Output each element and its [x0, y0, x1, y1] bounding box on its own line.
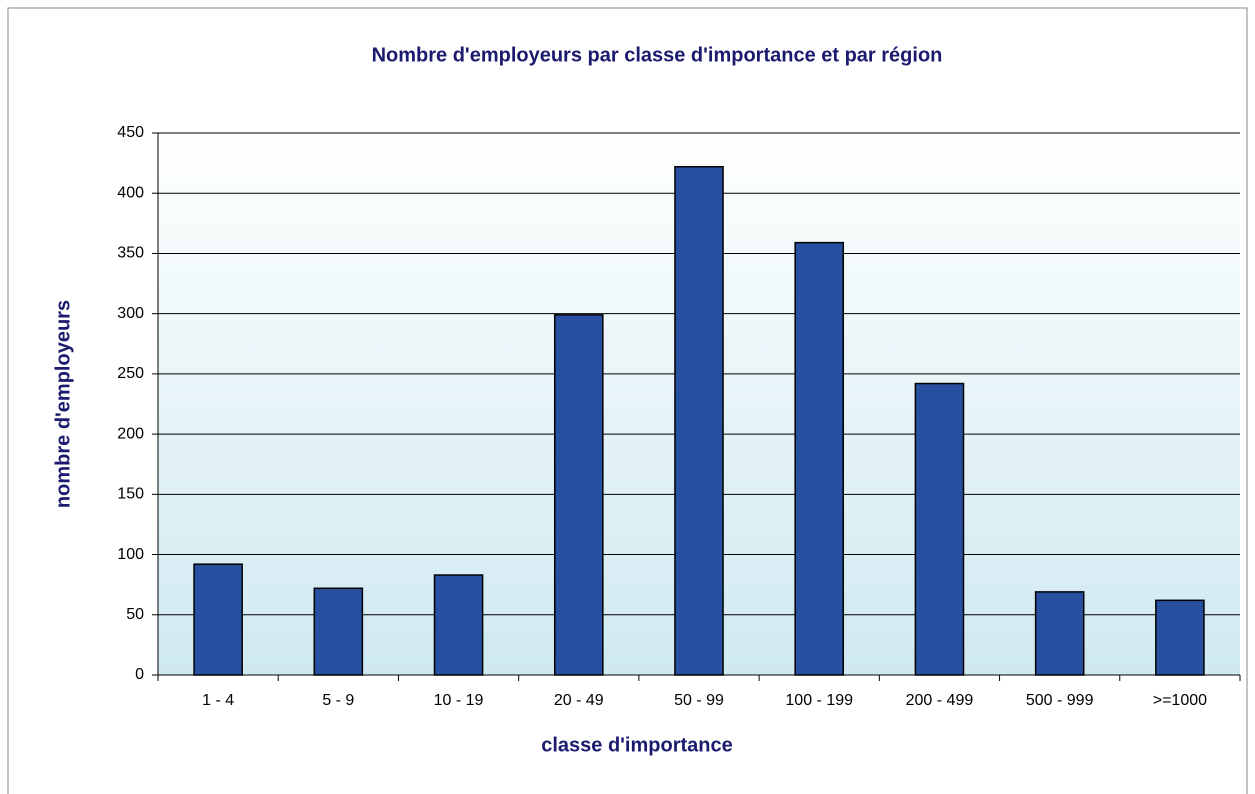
y-axis-title: nombre d'employeurs — [52, 300, 74, 508]
bar — [193, 563, 243, 676]
x-tick-label: 200 - 499 — [906, 692, 974, 709]
y-tick-label: 100 — [117, 546, 144, 563]
bar — [1155, 599, 1205, 676]
y-tick-label: 450 — [117, 124, 144, 141]
x-tick-label: 10 - 19 — [434, 692, 484, 709]
bar — [1034, 591, 1085, 676]
bar — [433, 574, 484, 676]
y-tick-label: 150 — [117, 486, 144, 503]
x-tick-label: 5 - 9 — [322, 692, 354, 709]
x-tick-label: 100 - 199 — [785, 692, 853, 709]
bar — [914, 382, 965, 676]
x-axis-title: classe d'importance — [541, 734, 733, 756]
y-tick-label: 250 — [117, 365, 144, 382]
y-tick-label: 50 — [126, 606, 144, 623]
frame — [7, 7, 1248, 794]
y-tick-label: 300 — [117, 305, 144, 322]
x-tick-label: 20 - 49 — [554, 692, 604, 709]
x-tick-label: 500 - 999 — [1026, 692, 1094, 709]
y-tick-label: 350 — [117, 245, 144, 262]
y-tick-label: 400 — [117, 184, 144, 201]
bar — [553, 314, 604, 676]
x-tick-label: 1 - 4 — [202, 692, 234, 709]
bar — [674, 165, 724, 676]
y-tick-label: 200 — [117, 425, 144, 442]
bar — [794, 241, 845, 676]
y-tick-label: 0 — [135, 666, 144, 683]
x-tick-label: >=1000 — [1153, 692, 1207, 709]
chart-title: Nombre d'employeurs par classe d'importa… — [372, 44, 943, 66]
bar — [313, 587, 364, 676]
x-tick-label: 50 - 99 — [674, 692, 724, 709]
